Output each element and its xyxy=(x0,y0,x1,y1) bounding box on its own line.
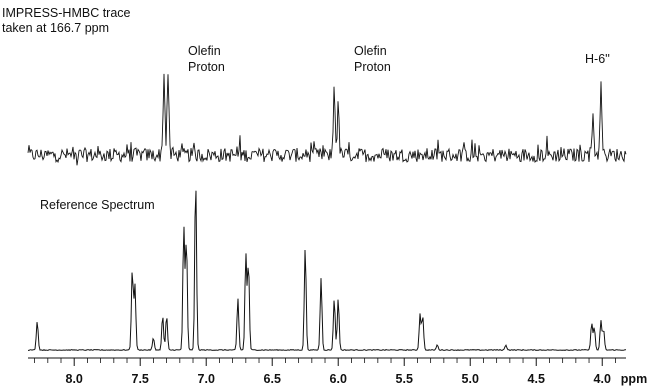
trace-title-line-2: taken at 166.7 ppm xyxy=(2,21,110,35)
olefin-annotation-2-line-2: Proton xyxy=(354,60,391,74)
reference-spectrum xyxy=(28,190,627,352)
x-tick-label: 4.5 xyxy=(528,372,545,386)
x-tick-label: 7.5 xyxy=(132,372,149,386)
olefin-annotation-2-line-1: Olefin xyxy=(354,44,387,58)
x-tick-label: 8.0 xyxy=(66,372,83,386)
x-tick-label: 5.0 xyxy=(462,372,479,386)
reference-line xyxy=(28,190,627,352)
trace-title-line-1: IMPRESS-HMBC trace xyxy=(2,6,131,20)
reference-spectrum-label: Reference Spectrum xyxy=(40,198,155,212)
x-tick-label: 6.5 xyxy=(264,372,281,386)
x-unit-label: ppm xyxy=(621,372,647,386)
h6-annotation: H-6'' xyxy=(585,52,610,66)
x-tick-label: 6.0 xyxy=(330,372,347,386)
olefin-annotation-1-line-1: Olefin xyxy=(188,44,221,58)
x-tick-label: 4.0 xyxy=(594,372,611,386)
x-tick-label: 7.0 xyxy=(198,372,215,386)
trace-line xyxy=(27,73,627,166)
impress-hmbc-trace xyxy=(27,73,627,166)
x-tick-label: 5.5 xyxy=(396,372,413,386)
olefin-annotation-1-line-2: Proton xyxy=(188,60,225,74)
ppm-axis: 8.0 7.5 7.0 6.5 6.0 5.5 5.0 4.5 4.0 ppm xyxy=(28,357,647,386)
